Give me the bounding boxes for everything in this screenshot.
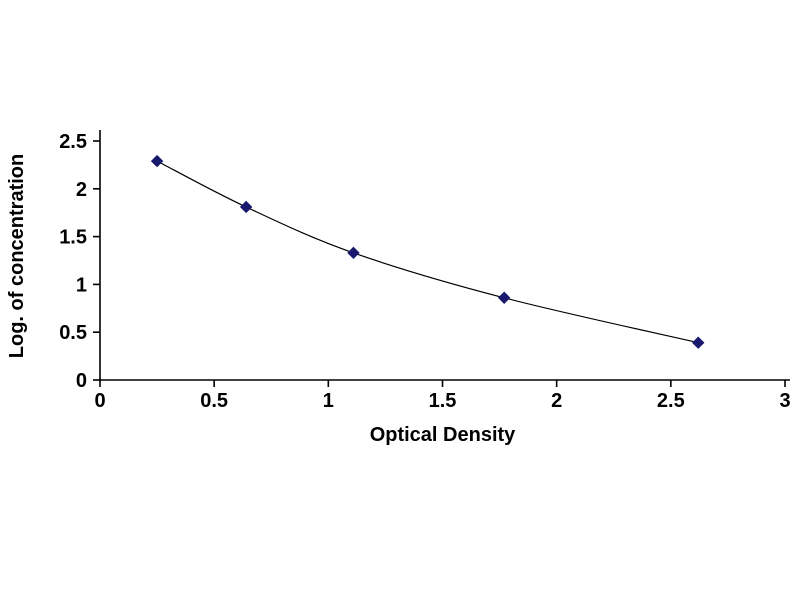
x-tick-label: 2.5	[657, 390, 685, 412]
y-tick-label: 2.5	[59, 131, 87, 153]
y-tick-label: 0.5	[59, 322, 87, 344]
y-tick-label: 2	[76, 179, 87, 201]
data-point-marker	[150, 154, 164, 168]
data-point-marker	[347, 246, 360, 260]
data-point-marker	[692, 336, 705, 349]
x-tick-label: 1	[323, 390, 334, 412]
y-tick-label: 0	[76, 370, 87, 392]
y-tick-label: 1	[76, 274, 87, 296]
x-tick-label: 1.5	[429, 390, 457, 412]
x-tick-label: 0	[94, 390, 105, 412]
curve-line	[156, 160, 699, 344]
x-tick-label: 0.5	[200, 390, 228, 412]
x-axis-title: Optical Density	[369, 424, 516, 446]
x-tick-label: 2	[551, 390, 562, 412]
y-tick-label: 1.5	[59, 227, 87, 249]
x-tick-label: 3	[779, 390, 790, 412]
data-point-marker	[497, 291, 511, 304]
y-axis-title: Log. of concentration	[6, 153, 28, 359]
data-point-marker	[239, 200, 253, 214]
